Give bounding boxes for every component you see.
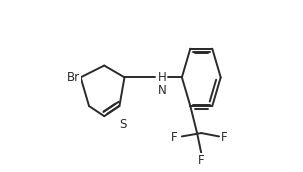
Text: Br: Br: [67, 71, 80, 84]
Text: H: H: [157, 71, 166, 84]
Text: F: F: [171, 131, 178, 144]
Text: F: F: [221, 131, 227, 144]
Text: F: F: [198, 154, 205, 167]
Text: S: S: [119, 118, 127, 131]
Text: N: N: [157, 84, 166, 97]
